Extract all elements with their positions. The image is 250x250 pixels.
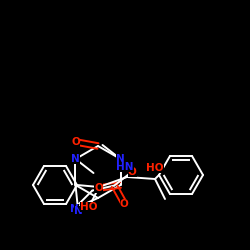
Text: O: O (94, 183, 103, 193)
Text: HO: HO (80, 202, 98, 212)
Text: N: N (116, 154, 125, 164)
Text: N: N (70, 204, 78, 214)
Text: O: O (128, 166, 136, 176)
Text: HN: HN (116, 162, 134, 172)
Text: HO: HO (146, 162, 164, 172)
Text: N: N (71, 154, 80, 164)
Text: O: O (120, 198, 128, 208)
Text: N: N (74, 206, 82, 216)
Text: O: O (72, 137, 80, 147)
